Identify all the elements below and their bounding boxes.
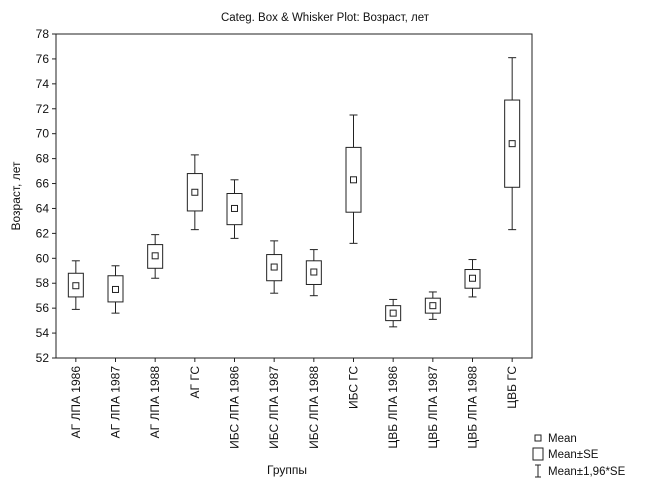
mean-marker: [389, 309, 397, 317]
category-box-group: [504, 57, 521, 231]
legend-label-se: Mean±SE: [548, 449, 599, 461]
legend: Mean Mean±SE Mean±1,96*SE: [532, 433, 626, 478]
category-box-group: [266, 240, 283, 294]
mean-marker: [310, 268, 318, 276]
mean-marker: [350, 176, 357, 184]
y-tick-label: 52: [36, 351, 50, 365]
plot-area: [55, 33, 533, 359]
x-tick-label: ЦВБ ЛПА 1988: [466, 366, 480, 449]
x-tick-label: АГ ЛПА 1986: [69, 366, 83, 439]
category-box-group: [385, 298, 402, 328]
legend-se-symbol: [532, 447, 544, 461]
x-tick-label: ИБС ГС: [347, 366, 361, 409]
y-tick-label: 78: [36, 27, 50, 41]
mean-marker: [429, 302, 437, 310]
mean-marker: [151, 252, 159, 260]
mean-marker: [191, 188, 199, 196]
category-box-group: [67, 260, 84, 310]
x-tick-label: АГ ЛПА 1987: [109, 366, 123, 439]
x-tick-label: ИБС ЛПА 1988: [307, 366, 321, 449]
category-box-group: [147, 234, 164, 279]
mean-marker: [469, 274, 476, 282]
x-tick-label: ЦВБ ЛПА 1986: [386, 366, 400, 449]
y-tick-label: 64: [36, 201, 50, 215]
legend-label-ci: Mean±1,96*SE: [548, 466, 626, 478]
plot-frame: [55, 33, 533, 359]
y-tick-label: 68: [36, 152, 50, 166]
category-box-group: [107, 265, 124, 314]
y-axis: 52 54 56 58 60 62 64 66 68 70 72 74 76 78: [36, 27, 56, 365]
x-tick-label: ИБС ЛПА 1987: [267, 366, 281, 449]
category-box-group: [305, 249, 322, 297]
y-tick-label: 66: [36, 177, 50, 191]
x-tick-label: ЦВБ ЛПА 1987: [426, 366, 440, 449]
mean-marker: [231, 204, 238, 212]
category-box-group: [345, 114, 362, 244]
y-tick-label: 76: [36, 52, 50, 66]
mean-marker: [508, 140, 516, 148]
x-tick-label: АГ ЛПА 1988: [148, 366, 162, 439]
x-axis-label: Группы: [267, 463, 307, 477]
y-tick-label: 54: [36, 326, 50, 340]
data-boxes: [67, 57, 521, 328]
y-tick-label: 74: [36, 77, 50, 91]
mean-marker: [270, 263, 278, 271]
y-axis-label: Возраст, лет: [9, 161, 23, 231]
x-tick-label: АГ ГС: [188, 366, 202, 399]
y-tick-label: 58: [36, 276, 50, 290]
category-box-group: [464, 259, 481, 298]
x-axis: АГ ЛПА 1986 АГ ЛПА 1987 АГ ЛПА 1988 АГ ГС ИБ…: [69, 358, 519, 449]
chart-title: Categ. Box & Whisker Plot: Возраст, лет: [221, 12, 430, 24]
y-tick-label: 56: [36, 301, 50, 315]
category-box-group: [226, 179, 243, 239]
y-tick-label: 72: [36, 102, 50, 116]
x-tick-label: ИБС ЛПА 1986: [228, 366, 242, 449]
category-box-group: [186, 154, 203, 231]
y-tick-label: 60: [36, 251, 50, 265]
mean-marker: [112, 285, 119, 293]
x-tick-label: ЦВБ ГС: [505, 366, 519, 409]
legend-mean-symbol: [534, 434, 542, 442]
y-tick-label: 62: [36, 226, 50, 240]
category-box-group: [424, 291, 441, 320]
y-tick-label: 70: [36, 127, 50, 141]
legend-label-mean: Mean: [548, 433, 577, 445]
mean-marker: [72, 282, 80, 290]
